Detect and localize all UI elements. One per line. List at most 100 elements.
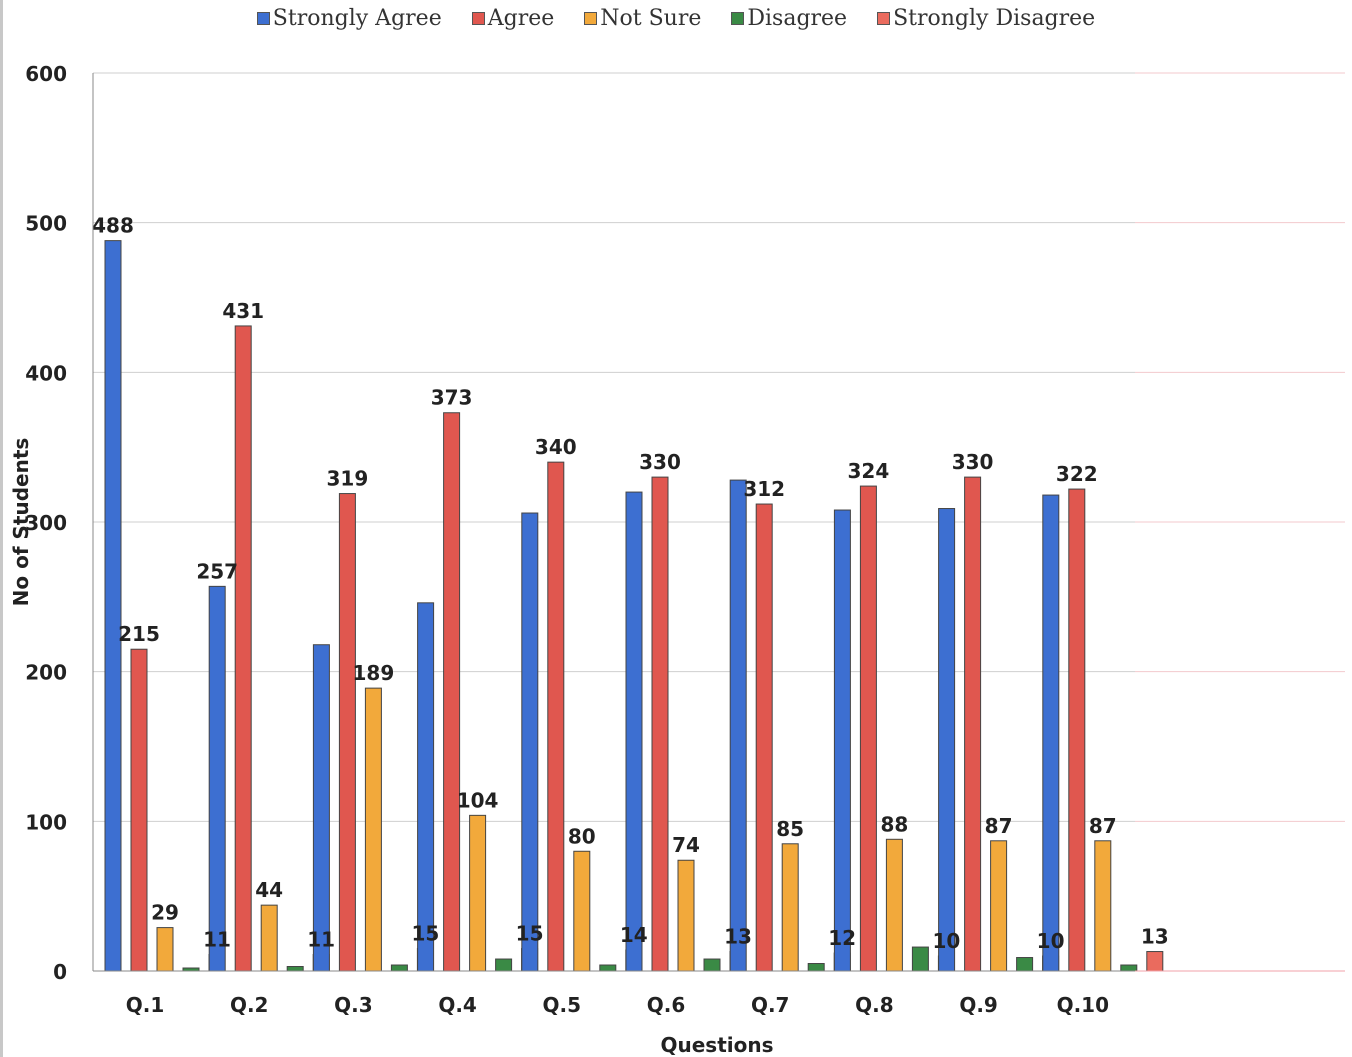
x-tick-label: Q.2 (230, 993, 269, 1017)
bar-disagree-q8 (911, 946, 929, 972)
bar-not-sure-q6 (677, 859, 695, 972)
data-label: 14 (620, 923, 648, 947)
data-label: 13 (1141, 925, 1169, 949)
legend-swatch-agree (471, 12, 485, 25)
data-label: 15 (516, 922, 544, 946)
data-label: 319 (327, 467, 369, 491)
chart-legend: Strongly Agree Agree Not Sure Disagree S… (0, 6, 1352, 31)
data-label: 104 (457, 788, 499, 812)
bar-strongly-agree-q3 (312, 644, 330, 972)
bar-agree-q8 (859, 485, 877, 972)
data-label: 373 (431, 386, 473, 410)
legend-item-disagree: Disagree (731, 6, 847, 31)
bar-strongly-agree-q6 (625, 491, 643, 972)
legend-swatch-strongly-disagree (877, 12, 891, 25)
data-label: 12 (828, 926, 856, 950)
bar-not-sure-q2 (260, 904, 278, 972)
data-label: 11 (203, 928, 231, 952)
bar-strongly-agree-q5 (521, 512, 539, 972)
bar-agree-q7 (755, 503, 773, 972)
x-tick-label: Q.8 (855, 993, 894, 1017)
legend-label-strongly-disagree: Strongly Disagree (893, 6, 1096, 31)
data-label: 29 (151, 901, 179, 925)
bar-disagree-q3 (390, 964, 408, 972)
legend-label-not-sure: Not Sure (600, 6, 702, 31)
grid-layer (93, 72, 1345, 822)
data-label: 44 (255, 878, 283, 902)
bar-strongly-agree-q1 (104, 240, 122, 972)
legend-swatch-strongly-agree (256, 12, 270, 25)
y-tick-label: 400 (25, 361, 67, 385)
bar-strongly-agree-q4 (417, 602, 435, 972)
data-label-layer: 488 215 29 11 257 431 44 11 319 189 15 373 104 15 340 8… (92, 214, 1169, 953)
x-tick-label: Q.3 (334, 993, 373, 1017)
bar-disagree-q5 (599, 964, 617, 972)
bar-not-sure-q8 (885, 838, 903, 972)
bar-agree-q9 (964, 476, 982, 972)
x-axis-title: Questions (660, 1033, 773, 1057)
bar-not-sure-q3 (364, 687, 382, 972)
data-label: 330 (639, 450, 681, 474)
data-label: 10 (932, 929, 960, 953)
data-label: 87 (985, 814, 1013, 838)
bar-not-sure-q7 (781, 843, 799, 972)
legend-label-strongly-agree: Strongly Agree (272, 6, 442, 31)
data-label: 257 (196, 559, 238, 583)
data-label: 88 (880, 812, 908, 836)
y-tick-label: 600 (25, 62, 67, 86)
data-label: 87 (1089, 814, 1117, 838)
x-tick-label: Q.10 (1057, 993, 1109, 1017)
data-label: 330 (952, 450, 994, 474)
y-tick-label: 300 (25, 511, 67, 535)
bar-strongly-agree-q2 (208, 585, 226, 972)
legend-item-strongly-disagree: Strongly Disagree (877, 6, 1095, 31)
data-label: 488 (92, 214, 134, 238)
x-tick-label: Q.9 (959, 993, 998, 1017)
axis-layer: 0 100 200 300 400 500 600 Q.1 Q.2 Q.3 Q.4 Q.5 Q.6 Q.7… (25, 62, 1345, 1017)
data-label: 312 (743, 477, 785, 501)
y-tick-label: 200 (25, 661, 67, 685)
bar-disagree-q2 (286, 966, 304, 972)
bar-strongly-agree-q10 (1042, 494, 1060, 972)
y-tick-label: 0 (53, 960, 67, 984)
data-label: 215 (118, 622, 160, 646)
data-label: 322 (1056, 462, 1098, 486)
bar-not-sure-q1 (156, 927, 174, 972)
legend-label-agree: Agree (487, 6, 555, 31)
legend-swatch-disagree (731, 12, 745, 25)
data-label: 85 (776, 817, 804, 841)
bar-agree-q10 (1068, 488, 1086, 972)
legend-item-agree: Agree (471, 6, 555, 31)
y-tick-label: 100 (25, 810, 67, 834)
data-label: 80 (568, 824, 596, 848)
bar-strongly-agree-q9 (938, 508, 956, 972)
x-tick-label: Q.1 (126, 993, 165, 1017)
x-tick-label: Q.7 (751, 993, 790, 1017)
bar-agree-q6 (651, 476, 669, 972)
data-label: 189 (353, 661, 395, 685)
bar-disagree-q7 (807, 963, 825, 972)
data-label: 10 (1037, 929, 1065, 953)
data-label: 74 (672, 833, 700, 857)
y-axis-title: No of Students (9, 438, 33, 607)
bar-not-sure-q5 (573, 850, 591, 972)
y-tick-label: 500 (25, 212, 67, 236)
x-tick-label: Q.5 (543, 993, 582, 1017)
bar-disagree-q4 (495, 958, 513, 972)
bar-not-sure-q10 (1094, 840, 1112, 972)
bar-agree-q3 (338, 493, 356, 972)
data-label: 431 (222, 299, 264, 323)
legend-item-not-sure: Not Sure (584, 6, 701, 31)
bar-agree-q2 (234, 325, 252, 972)
bar-strongly-disagree-q10 (1146, 951, 1164, 972)
data-label: 324 (848, 459, 890, 483)
data-label: 11 (307, 928, 335, 952)
bar-agree-q1 (130, 648, 148, 972)
bar-agree-q4 (443, 412, 461, 972)
bar-not-sure-q9 (990, 840, 1008, 972)
bar-layer (104, 240, 1164, 972)
bar-strongly-agree-q8 (833, 509, 851, 972)
bar-agree-q5 (547, 461, 565, 972)
